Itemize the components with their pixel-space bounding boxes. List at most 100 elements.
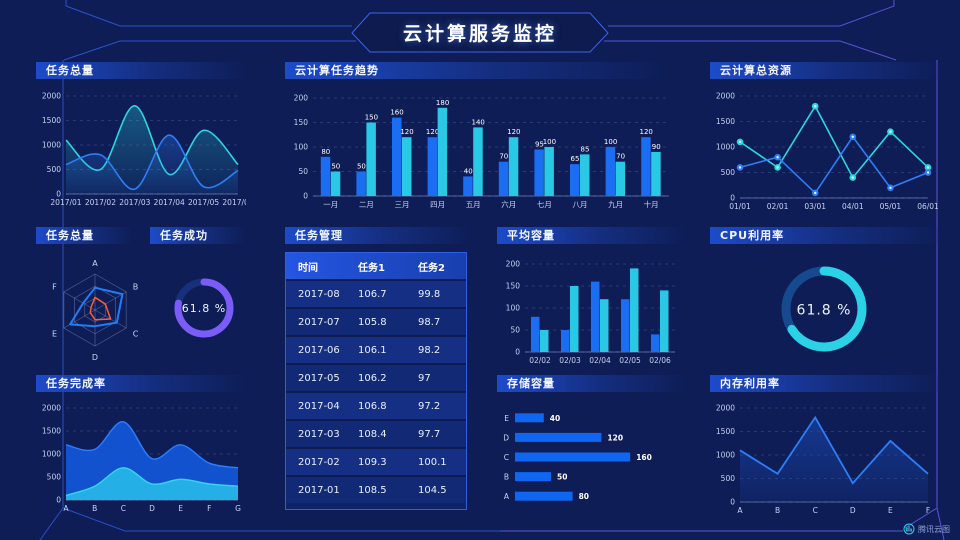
bar [402, 137, 412, 196]
svg-text:F: F [52, 283, 57, 292]
dashboard-title: 云计算服务监控 [402, 23, 557, 45]
svg-text:140: 140 [472, 118, 485, 126]
panel-title-task-success: 任务成功 [150, 227, 244, 244]
svg-text:D: D [503, 433, 509, 442]
table-cell: 106.1 [358, 344, 387, 356]
svg-text:1500: 1500 [42, 116, 61, 125]
bar [392, 117, 402, 196]
svg-text:一月: 一月 [323, 200, 338, 209]
svg-text:0: 0 [56, 496, 61, 505]
table-cell: 2017-02 [298, 456, 340, 468]
cloud-chart-logo-icon [903, 523, 915, 535]
bar [534, 149, 544, 196]
svg-text:C: C [121, 504, 126, 513]
svg-text:03/01: 03/01 [804, 202, 826, 211]
svg-text:2017/02: 2017/02 [85, 198, 116, 207]
task-total-radar-chart: A B C D E F [36, 246, 154, 370]
svg-text:G: G [235, 504, 241, 513]
svg-text:六月: 六月 [501, 199, 516, 209]
bar [561, 330, 570, 352]
bar [356, 171, 366, 196]
svg-text:0: 0 [56, 190, 61, 199]
bar [540, 330, 549, 352]
bar [605, 147, 616, 196]
table-cell: 100.1 [418, 456, 447, 468]
table-cell: 2017-06 [298, 344, 340, 356]
table-header: 时间 任务1 任务2 [286, 253, 466, 279]
series-line [65, 134, 239, 190]
svg-text:120: 120 [640, 128, 653, 136]
memory-usage-line-chart: 0 500 1000 1500 2000 A B C D E F [710, 396, 938, 520]
table-cell: 2017-01 [298, 484, 340, 496]
svg-text:0: 0 [730, 498, 735, 507]
svg-text:120: 120 [507, 128, 520, 136]
svg-text:E: E [52, 329, 57, 338]
bar [463, 176, 473, 196]
bar [437, 107, 448, 196]
task-trend-bar-chart: 0 50 100 150 200 一月 二月 三月 四月 五月 六月 七月 八月 九月 十月 80 50 160 1… [285, 82, 677, 214]
area-fill [66, 135, 238, 194]
table-cell: 98.7 [418, 316, 441, 328]
table-row: 2017-07 105.8 98.7 [286, 307, 466, 335]
bar [651, 334, 660, 352]
svg-text:0: 0 [303, 192, 308, 201]
svg-text:B: B [504, 473, 509, 482]
series-line [739, 104, 929, 180]
bar [580, 154, 590, 196]
svg-text:02/06: 02/06 [649, 356, 671, 365]
svg-text:七月: 七月 [537, 200, 552, 209]
svg-text:100: 100 [604, 138, 617, 146]
table-row: 2017-02 109.3 100.1 [286, 447, 466, 475]
svg-text:B: B [92, 504, 97, 513]
svg-text:A: A [737, 506, 743, 515]
svg-text:九月: 九月 [608, 200, 623, 209]
table-cell: 97.2 [418, 400, 441, 412]
svg-text:200: 200 [294, 94, 309, 103]
svg-text:E: E [504, 414, 509, 423]
table-cell: 106.8 [358, 400, 387, 412]
svg-text:50: 50 [298, 167, 308, 176]
bar [508, 137, 519, 196]
task-completion-area-chart: 0 500 1000 1500 2000 A B C D E F G [36, 396, 246, 518]
svg-text:2000: 2000 [42, 404, 61, 413]
svg-text:B: B [133, 283, 139, 292]
svg-text:1500: 1500 [716, 427, 735, 436]
table-body: 2017-08 106.7 99.8 2017-07 105.8 98.7 2017-06 1… [286, 279, 466, 503]
svg-text:80: 80 [321, 148, 330, 156]
svg-text:90: 90 [652, 143, 661, 151]
watermark-label: 腾讯云图 [918, 524, 950, 534]
task-success-donut-chart: 61.8 % [154, 246, 254, 370]
svg-text:F: F [926, 506, 930, 515]
svg-text:2000: 2000 [716, 92, 735, 101]
svg-text:B: B [775, 506, 780, 515]
svg-text:50: 50 [331, 163, 340, 171]
task-total-area-chart: 0 500 1000 1500 2000 2017/01 2017/02 2017/03 201… [36, 84, 246, 212]
table-cell: 105.8 [358, 316, 387, 328]
panel-title-memory-usage: 内存利用率 [710, 375, 938, 392]
series-line [739, 135, 929, 195]
panel-title-task-total: 任务总量 [36, 62, 244, 79]
svg-text:65: 65 [571, 155, 580, 163]
bar [621, 299, 630, 352]
svg-text:2000: 2000 [716, 404, 735, 413]
bar [473, 127, 483, 196]
svg-text:150: 150 [294, 118, 309, 127]
svg-text:100: 100 [294, 143, 309, 152]
table-cell: 106.7 [358, 288, 387, 300]
svg-text:D: D [92, 353, 98, 362]
table-cell: 98.2 [418, 344, 441, 356]
svg-text:85: 85 [581, 145, 590, 153]
cpu-usage-donut-chart: 61.8 % [710, 246, 938, 372]
svg-text:500: 500 [47, 473, 62, 482]
svg-text:02/05: 02/05 [619, 356, 641, 365]
table-column-header: 任务2 [418, 262, 445, 274]
table-row: 2017-08 106.7 99.8 [286, 279, 466, 307]
svg-text:0: 0 [515, 348, 520, 357]
svg-text:02/04: 02/04 [589, 356, 611, 365]
table-cell: 108.5 [358, 484, 387, 496]
svg-text:1000: 1000 [42, 141, 61, 150]
task-management-table: 时间 任务1 任务2 2017-08 106.7 99.8 2017-07 105.8 98.… [285, 252, 467, 510]
cloud-resources-line-chart: 0 500 1000 1500 2000 01/01 02/01 03/01 04/01 05/0… [710, 84, 938, 216]
table-cell: 99.8 [418, 288, 441, 300]
